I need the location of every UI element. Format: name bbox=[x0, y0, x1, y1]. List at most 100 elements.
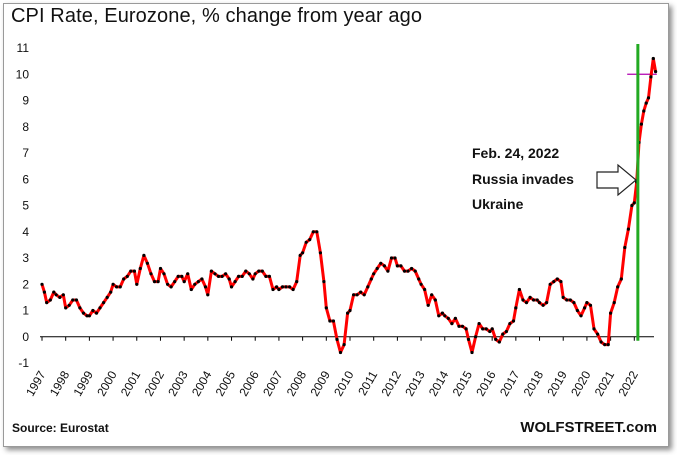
data-point bbox=[247, 272, 251, 276]
data-point bbox=[386, 269, 390, 273]
data-point bbox=[369, 277, 373, 281]
data-point bbox=[322, 280, 326, 284]
x-tick-label: 2017 bbox=[497, 368, 523, 398]
data-point bbox=[74, 298, 78, 302]
x-tick-label: 2006 bbox=[236, 368, 262, 398]
data-point bbox=[417, 277, 421, 281]
data-point bbox=[616, 285, 620, 289]
data-point bbox=[490, 327, 494, 331]
data-point bbox=[588, 303, 593, 307]
data-point bbox=[477, 322, 481, 326]
data-point bbox=[176, 274, 180, 278]
data-point bbox=[229, 285, 234, 289]
x-tick-label: 2007 bbox=[260, 368, 286, 398]
data-point bbox=[158, 266, 163, 271]
data-point bbox=[169, 285, 173, 289]
data-point bbox=[233, 280, 237, 284]
data-point bbox=[585, 301, 589, 305]
y-tick-label: 2 bbox=[22, 277, 29, 291]
data-point bbox=[237, 274, 241, 278]
data-point bbox=[423, 287, 427, 292]
data-point bbox=[227, 277, 231, 281]
data-point bbox=[220, 274, 224, 278]
data-point bbox=[521, 298, 525, 302]
data-point bbox=[552, 280, 556, 284]
y-tick-label: 4 bbox=[22, 225, 29, 239]
brand-label: WOLFSTREET.com bbox=[520, 419, 657, 436]
data-point bbox=[609, 311, 613, 315]
data-point bbox=[481, 327, 485, 331]
chart-frame bbox=[3, 3, 669, 447]
data-point bbox=[71, 298, 75, 302]
data-point bbox=[644, 101, 648, 105]
data-point bbox=[180, 274, 184, 278]
data-point bbox=[291, 287, 295, 292]
data-point bbox=[102, 301, 106, 305]
annotation-line-2: Russia invades bbox=[472, 171, 574, 187]
data-point bbox=[304, 240, 308, 244]
data-point bbox=[395, 264, 399, 268]
data-point bbox=[275, 285, 279, 289]
data-point bbox=[54, 293, 58, 297]
data-point bbox=[132, 269, 136, 273]
x-tick-label: 2004 bbox=[189, 368, 215, 398]
data-point bbox=[568, 298, 572, 302]
data-point bbox=[213, 272, 217, 276]
cpi-points bbox=[40, 56, 658, 355]
data-point bbox=[457, 324, 461, 328]
data-point bbox=[352, 293, 356, 297]
y-tick-label: 9 bbox=[22, 94, 29, 108]
data-point bbox=[559, 280, 563, 284]
data-point bbox=[433, 298, 437, 302]
data-point bbox=[612, 301, 616, 305]
x-tick-label: 2013 bbox=[402, 368, 428, 398]
data-point bbox=[466, 337, 471, 341]
data-point bbox=[284, 285, 288, 289]
data-point bbox=[308, 238, 312, 242]
data-point bbox=[524, 301, 529, 305]
data-point bbox=[654, 70, 658, 74]
data-point bbox=[338, 350, 343, 355]
data-point bbox=[182, 280, 186, 284]
data-point bbox=[105, 295, 109, 299]
data-point bbox=[288, 285, 292, 289]
data-point bbox=[508, 322, 512, 326]
data-point bbox=[440, 311, 444, 315]
y-tick-label: -1 bbox=[18, 356, 29, 370]
data-point bbox=[81, 311, 86, 315]
x-tick-label: 2010 bbox=[331, 368, 357, 398]
data-point bbox=[470, 350, 474, 355]
data-point bbox=[606, 343, 610, 347]
data-point bbox=[118, 285, 122, 289]
data-point bbox=[575, 308, 580, 313]
data-point bbox=[651, 56, 655, 61]
data-point bbox=[125, 274, 129, 278]
data-point bbox=[78, 306, 82, 310]
data-point bbox=[129, 269, 133, 273]
data-point bbox=[348, 308, 352, 313]
data-point bbox=[135, 282, 139, 286]
data-point bbox=[40, 282, 44, 286]
data-point bbox=[393, 256, 397, 260]
data-point bbox=[142, 253, 146, 257]
x-tick-label: 2001 bbox=[118, 368, 144, 398]
data-point bbox=[152, 280, 157, 284]
data-point bbox=[372, 272, 376, 276]
x-tick-label: 2022 bbox=[615, 368, 641, 398]
data-point bbox=[555, 277, 559, 281]
x-tick-label: 2015 bbox=[450, 368, 476, 398]
x-tick-label: 2012 bbox=[379, 368, 405, 398]
data-point bbox=[173, 280, 177, 284]
data-point bbox=[375, 266, 379, 271]
data-point bbox=[324, 306, 328, 310]
data-point bbox=[149, 272, 153, 276]
data-point bbox=[61, 293, 65, 297]
data-point bbox=[548, 282, 552, 286]
data-point bbox=[599, 340, 603, 344]
data-point bbox=[166, 282, 170, 286]
data-point bbox=[346, 311, 350, 315]
chart-title: CPI Rate, Eurozone, % change from year a… bbox=[11, 5, 423, 27]
data-point bbox=[98, 306, 102, 310]
data-point bbox=[565, 298, 569, 302]
data-point bbox=[545, 301, 549, 305]
